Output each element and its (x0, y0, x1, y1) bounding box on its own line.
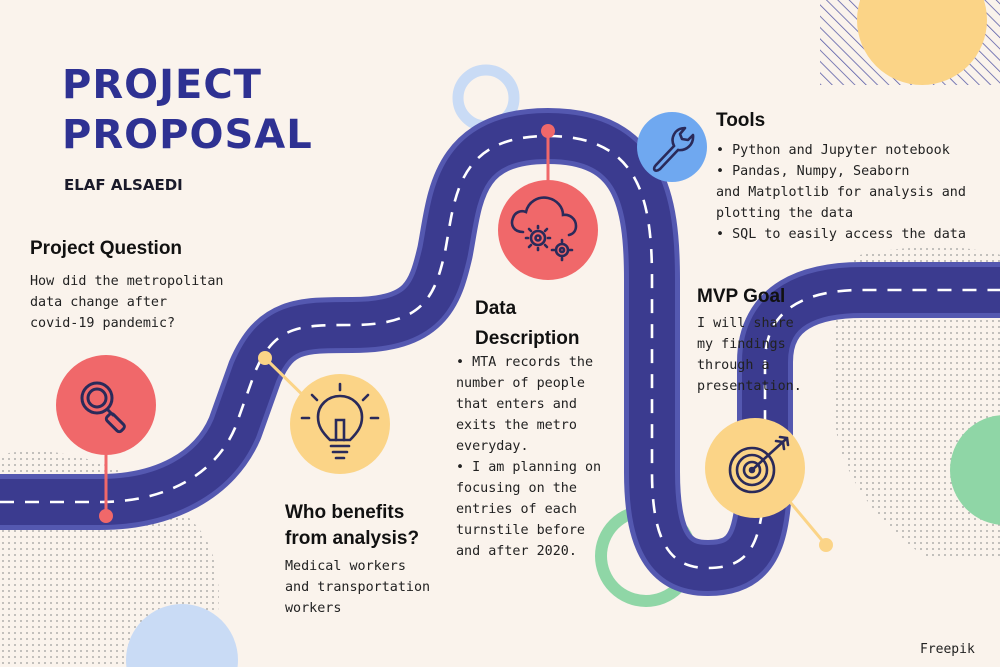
project-question-heading: Project Question (30, 238, 183, 259)
pin-dot-data (541, 124, 555, 138)
data-description-heading: Data Description (475, 298, 580, 349)
yellow-circle-decoration (857, 0, 987, 85)
target-badge (705, 418, 805, 518)
tools-body: • Python and Jupyter notebook • Pandas, … (716, 143, 966, 242)
lightbulb-badge (290, 374, 390, 474)
magnifier-badge (56, 355, 156, 455)
page-title: PROJECT PROPOSAL (62, 60, 313, 160)
data-description-body: • MTA records the number of people that … (456, 355, 602, 559)
pin-dot-mvp (819, 538, 833, 552)
cloud-gears-icon (510, 196, 578, 262)
light-blue-circle-decoration (126, 604, 238, 667)
cloud-gears-badge (498, 180, 598, 280)
project-question-body: How did the metropolitan data change aft… (30, 274, 224, 331)
magnifier-icon (80, 381, 126, 434)
tools-heading: Tools (716, 110, 766, 131)
title-line-1: PROJECT (62, 62, 262, 108)
mvp-goal-heading: MVP Goal (697, 286, 786, 307)
pin-dot-benefits (258, 351, 272, 365)
title-line-2: PROPOSAL (62, 112, 313, 158)
mvp-goal-body: I will share my findings through a prese… (697, 316, 802, 394)
wrench-badge (637, 112, 707, 182)
who-benefits-heading: Who benefits from analysis? (285, 502, 420, 549)
pin-dot-question (99, 509, 113, 523)
target-arrow-icon (728, 435, 790, 494)
who-benefits-body: Medical workers and transportation worke… (285, 559, 431, 616)
lightbulb-icon (300, 382, 380, 460)
green-circle-decoration (950, 415, 1000, 525)
wrench-icon (652, 126, 695, 172)
freepik-credit: Freepik (920, 642, 975, 657)
author-name: ELAF ALSAEDI (64, 176, 183, 194)
